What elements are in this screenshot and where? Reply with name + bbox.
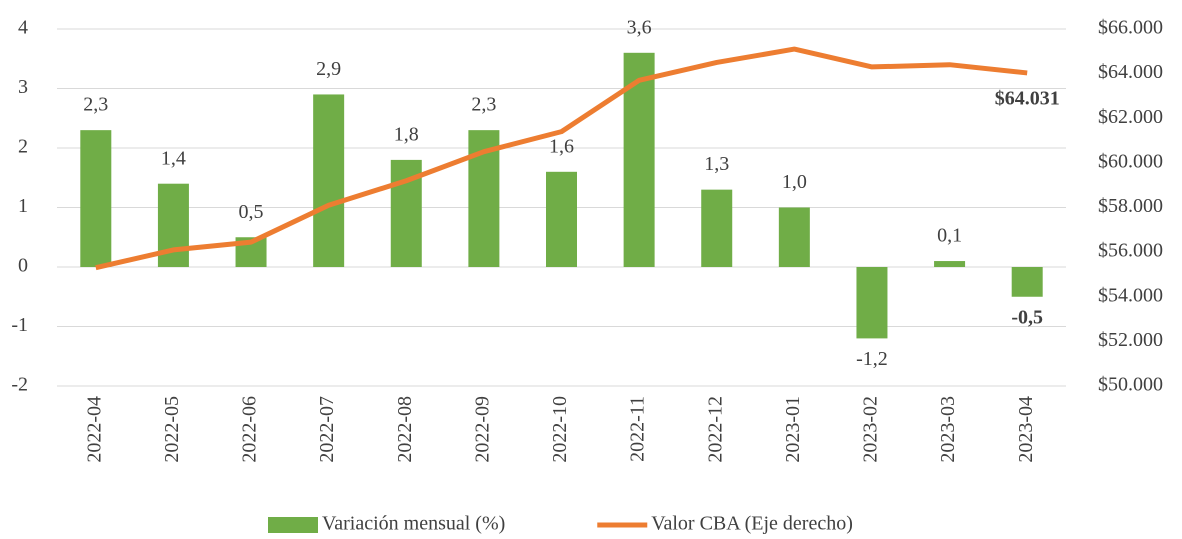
data-label: -1,2 xyxy=(856,348,888,370)
y-tick-label: 4 xyxy=(18,17,28,39)
y-tick-label: 1 xyxy=(18,195,28,217)
y2-tick-label: $58.000 xyxy=(1098,195,1163,217)
bar xyxy=(934,261,966,267)
line xyxy=(95,46,1028,271)
x-tick-label: 2023-01 xyxy=(782,396,804,463)
y2-tick-label: $62.000 xyxy=(1098,106,1163,128)
bar xyxy=(546,171,577,267)
data-label: 1,3 xyxy=(704,153,729,175)
data-label: 0,5 xyxy=(239,201,264,223)
y2-tick-label: $64.000 xyxy=(1098,61,1163,83)
bar xyxy=(1011,267,1043,297)
y2-tick-label: $56.000 xyxy=(1098,240,1163,262)
x-tick-label: 2022-12 xyxy=(704,396,726,463)
data-label: $64.031 xyxy=(995,88,1060,110)
data-label: 2,3 xyxy=(471,94,496,116)
y-tick-label: 2 xyxy=(18,136,28,158)
x-tick-label: 2022-08 xyxy=(394,396,416,463)
x-tick-label: 2022-07 xyxy=(316,396,338,463)
bar xyxy=(856,267,888,339)
x-tick-label: 2022-10 xyxy=(549,396,571,463)
bar xyxy=(701,189,733,267)
y2-tick-label: $54.000 xyxy=(1098,284,1163,306)
bar xyxy=(778,207,810,267)
data-label: 2,9 xyxy=(316,58,341,80)
x-tick-label: 2023-04 xyxy=(1015,396,1037,463)
x-tick-label: 2022-09 xyxy=(471,396,493,463)
data-label: -0,5 xyxy=(1011,306,1043,328)
data-label: 1,4 xyxy=(161,147,186,169)
legend-label: Valor CBA (Eje derecho) xyxy=(651,513,853,535)
data-label: 1,6 xyxy=(549,135,574,157)
legend-label: Variación mensual (%) xyxy=(322,513,505,535)
x-tick-label: 2022-06 xyxy=(239,396,261,463)
data-label: 3,6 xyxy=(627,16,652,38)
x-tick-label: 2022-11 xyxy=(627,396,649,462)
data-label: 0,1 xyxy=(937,225,962,247)
y-tick-label: -1 xyxy=(11,314,28,336)
x-tick-label: 2023-03 xyxy=(937,396,959,463)
data-label: 1,8 xyxy=(394,123,419,145)
legend-swatch xyxy=(268,517,318,533)
y2-tick-label: $50.000 xyxy=(1098,374,1163,396)
bar xyxy=(80,130,112,267)
x-tick-label: 2023-02 xyxy=(860,396,882,463)
x-tick-label: 2022-04 xyxy=(83,396,105,463)
data-label: 2,3 xyxy=(83,94,108,116)
y2-tick-label: $60.000 xyxy=(1098,150,1163,172)
y2-tick-label: $66.000 xyxy=(1098,17,1163,39)
y-tick-label: -2 xyxy=(11,374,28,396)
y-tick-label: 0 xyxy=(18,255,28,277)
bar xyxy=(313,94,345,267)
y2-tick-label: $52.000 xyxy=(1098,329,1163,351)
x-tick-label: 2022-05 xyxy=(161,396,183,463)
data-label: 1,0 xyxy=(782,171,807,193)
y-tick-label: 3 xyxy=(18,76,28,98)
